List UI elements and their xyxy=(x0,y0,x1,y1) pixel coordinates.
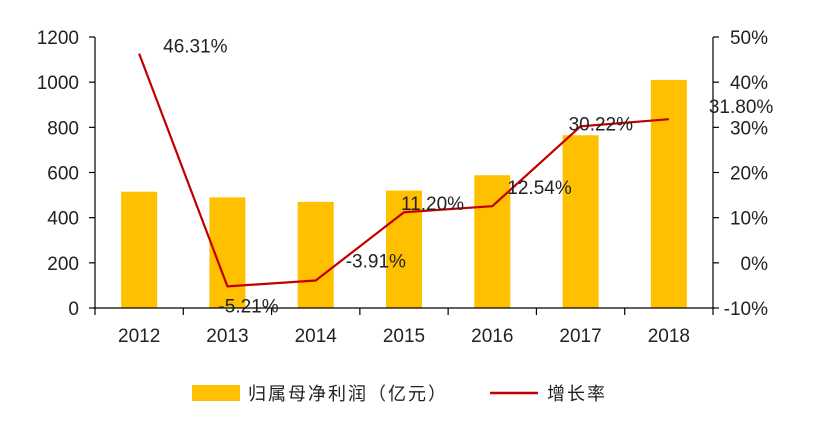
right-tick-label: 50% xyxy=(730,28,768,49)
x-tick-label: 2013 xyxy=(206,326,248,347)
left-tick-label: 600 xyxy=(47,164,79,185)
growth-label: 30.22% xyxy=(569,114,634,135)
growth-label: -3.91% xyxy=(346,251,406,272)
x-tick-label: 2015 xyxy=(383,326,425,347)
bar xyxy=(297,201,334,308)
x-axis: 2012 2013 2014 2015 2016 2017 2018 xyxy=(94,307,714,347)
bar xyxy=(121,191,158,308)
legend: 归属母净利润（亿元） 增长率 xyxy=(192,384,607,404)
right-tick-label: 30% xyxy=(730,118,768,139)
left-tick-label: 0 xyxy=(68,299,79,320)
left-tick-label: 200 xyxy=(47,254,79,275)
legend-line-label: 增长率 xyxy=(547,384,607,404)
x-tick-label: 2014 xyxy=(295,326,338,347)
left-tick-label: 1000 xyxy=(37,73,79,94)
x-tick-label: 2012 xyxy=(118,326,160,347)
right-tick-label: 0% xyxy=(741,254,769,275)
growth-label: 31.80% xyxy=(709,97,774,118)
x-tick-label: 2016 xyxy=(471,326,513,347)
x-tick-label: 2018 xyxy=(648,326,690,347)
growth-line xyxy=(138,53,669,288)
left-y-axis: 0 200 400 600 800 1000 1200 xyxy=(37,28,96,320)
bar-series xyxy=(121,79,687,309)
growth-label: 12.54% xyxy=(507,178,572,199)
bar xyxy=(562,135,599,308)
legend-bar-swatch xyxy=(192,385,240,401)
left-tick-label: 400 xyxy=(47,209,79,230)
left-tick-label: 800 xyxy=(47,118,79,139)
growth-line-series xyxy=(138,53,669,288)
growth-label: 46.31% xyxy=(163,37,228,58)
right-tick-label: 40% xyxy=(730,73,768,94)
bar xyxy=(474,175,511,308)
growth-label: -5.21% xyxy=(218,296,278,317)
legend-bar-label: 归属母净利润（亿元） xyxy=(248,384,448,404)
right-y-axis: -10% 0% 10% 20% 30% 40% 50% xyxy=(712,28,769,320)
left-tick-label: 1200 xyxy=(37,28,79,49)
bar xyxy=(386,190,422,308)
growth-data-labels: 46.31% -5.21% -3.91% 11.20% 12.54% 30.22% 31.8… xyxy=(163,37,773,318)
bar xyxy=(650,79,687,309)
right-tick-label: -10% xyxy=(724,299,768,320)
right-tick-label: 20% xyxy=(730,164,768,185)
right-tick-label: 10% xyxy=(730,209,768,230)
growth-label: 11.20% xyxy=(401,194,464,215)
x-tick-label: 2017 xyxy=(559,326,601,347)
